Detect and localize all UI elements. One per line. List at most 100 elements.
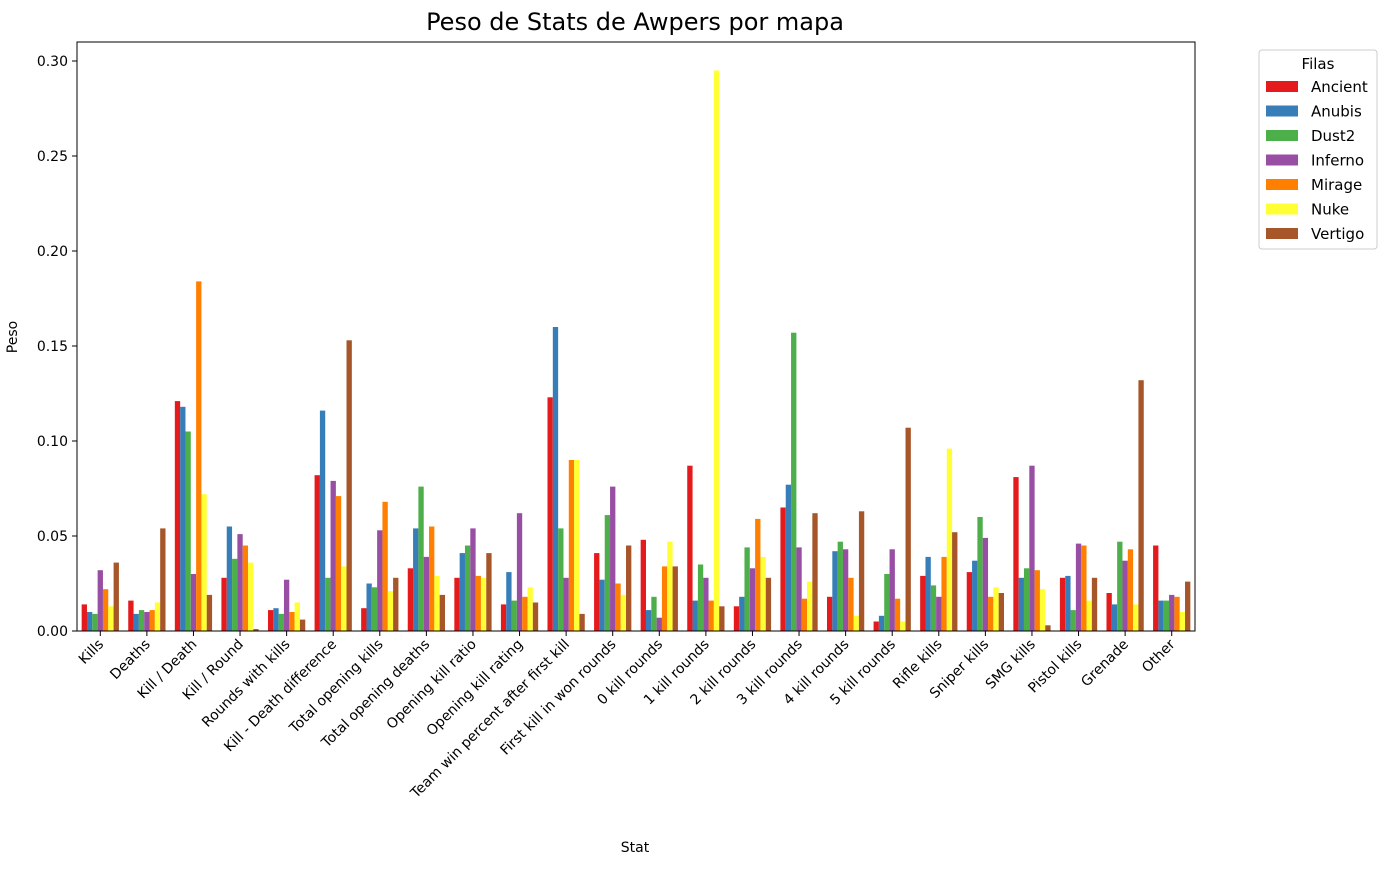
bar-nuke-17 bbox=[900, 621, 906, 631]
bar-anubis-23 bbox=[1158, 600, 1164, 631]
bar-anubis-21 bbox=[1065, 575, 1071, 631]
bar-mirage-2 bbox=[196, 281, 202, 631]
x-tick-label: Rounds with kills bbox=[199, 637, 293, 731]
bar-inferno-4 bbox=[283, 579, 290, 631]
bar-anubis-9 bbox=[506, 572, 512, 631]
bar-ancient-21 bbox=[1059, 577, 1066, 631]
x-tick-label: Opening kill ratio bbox=[384, 637, 480, 733]
bar-ancient-14 bbox=[733, 606, 740, 631]
bar-ancient-3 bbox=[221, 577, 227, 631]
bar-vertigo-22 bbox=[1138, 380, 1144, 631]
bar-anubis-5 bbox=[319, 410, 326, 631]
bar-mirage-4 bbox=[289, 612, 295, 631]
bar-mirage-0 bbox=[102, 589, 109, 631]
bar-nuke-9 bbox=[527, 587, 533, 631]
bar-mirage-16 bbox=[848, 577, 854, 631]
bar-vertigo-1 bbox=[160, 528, 166, 631]
bar-ancient-1 bbox=[128, 600, 134, 631]
legend-swatch-nuke bbox=[1266, 203, 1298, 215]
x-axis-label: Stat bbox=[621, 840, 650, 856]
bar-ancient-5 bbox=[314, 475, 320, 631]
bar-anubis-15 bbox=[785, 484, 792, 631]
bar-anubis-18 bbox=[925, 556, 931, 631]
bar-ancient-9 bbox=[500, 604, 507, 631]
bar-dust2-11 bbox=[604, 515, 611, 631]
legend-swatch-anubis bbox=[1266, 105, 1298, 117]
bar-ancient-2 bbox=[174, 401, 181, 631]
bar-nuke-0 bbox=[108, 606, 114, 631]
bar-dust2-22 bbox=[1117, 541, 1123, 631]
bar-vertigo-11 bbox=[626, 545, 632, 631]
legend: Filas Ancient Anubis Dust2 Inferno Mirage Nuk… bbox=[1258, 49, 1378, 250]
bar-dust2-1 bbox=[138, 610, 145, 631]
bar-anubis-17 bbox=[878, 615, 885, 631]
bar-dust2-8 bbox=[464, 545, 471, 631]
bar-ancient-4 bbox=[267, 610, 274, 631]
y-tick-label: 0.10 bbox=[37, 434, 68, 450]
bar-vertigo-13 bbox=[719, 606, 725, 631]
bar-inferno-1 bbox=[144, 612, 150, 631]
legend-items: Ancient Anubis Dust2 Inferno Mirage Nuke Verti… bbox=[1266, 78, 1368, 243]
bar-vertigo-17 bbox=[905, 427, 911, 631]
legend-title: Filas bbox=[1302, 55, 1335, 73]
bar-inferno-3 bbox=[237, 534, 243, 631]
bar-anubis-16 bbox=[832, 551, 838, 631]
bar-anubis-11 bbox=[599, 579, 605, 631]
bar-ancient-16 bbox=[826, 596, 833, 631]
legend-label-dust2: Dust2 bbox=[1311, 127, 1355, 145]
bar-inferno-15 bbox=[796, 547, 802, 631]
bar-inferno-11 bbox=[610, 486, 616, 631]
bar-ancient-18 bbox=[920, 575, 926, 631]
bar-inferno-22 bbox=[1122, 560, 1128, 631]
legend-swatch-vertigo bbox=[1266, 228, 1298, 239]
legend-box bbox=[1258, 49, 1378, 250]
bar-nuke-15 bbox=[807, 581, 813, 631]
x-tick-label: Grenade bbox=[1078, 637, 1132, 691]
bar-nuke-8 bbox=[480, 577, 487, 631]
bar-mirage-1 bbox=[149, 610, 155, 631]
bar-vertigo-20 bbox=[1045, 625, 1051, 631]
y-tick-label: 0.20 bbox=[37, 244, 68, 260]
bar-dust2-10 bbox=[558, 528, 564, 631]
bar-dust2-21 bbox=[1070, 610, 1076, 631]
bar-inferno-6 bbox=[377, 530, 383, 631]
bar-dust2-5 bbox=[325, 577, 331, 631]
bar-mirage-18 bbox=[941, 556, 947, 631]
plot-frame bbox=[76, 41, 1196, 632]
bar-vertigo-12 bbox=[672, 566, 678, 631]
bar-ancient-10 bbox=[547, 397, 553, 631]
bar-inferno-7 bbox=[423, 556, 430, 631]
bar-inferno-13 bbox=[703, 577, 709, 631]
y-axis: 0.00 0.05 0.10 0.15 0.20 0.25 0.30 bbox=[37, 54, 77, 640]
bar-nuke-6 bbox=[387, 591, 394, 631]
bar-mirage-19 bbox=[988, 596, 994, 631]
bar-inferno-0 bbox=[97, 570, 103, 631]
legend-label-anubis: Anubis bbox=[1311, 103, 1362, 121]
bar-dust2-16 bbox=[837, 541, 843, 631]
bar-nuke-13 bbox=[713, 70, 720, 631]
legend-label-nuke: Nuke bbox=[1311, 201, 1349, 219]
bar-mirage-13 bbox=[708, 600, 714, 631]
bar-inferno-5 bbox=[330, 480, 336, 631]
y-tick-label: 0.05 bbox=[37, 529, 68, 545]
legend-label-vertigo: Vertigo bbox=[1311, 225, 1364, 243]
bar-ancient-8 bbox=[454, 577, 460, 631]
bar-mirage-23 bbox=[1174, 596, 1180, 631]
bar-ancient-23 bbox=[1153, 545, 1159, 631]
bar-nuke-23 bbox=[1179, 612, 1186, 631]
bar-inferno-18 bbox=[936, 596, 942, 631]
bar-anubis-14 bbox=[739, 596, 745, 631]
bar-vertigo-23 bbox=[1185, 581, 1191, 631]
bar-dust2-4 bbox=[278, 613, 284, 631]
y-axis-label: Peso bbox=[5, 321, 21, 353]
chart-title: Peso de Stats de Awpers por mapa bbox=[426, 8, 844, 36]
bar-dust2-20 bbox=[1023, 568, 1030, 631]
bar-vertigo-18 bbox=[952, 532, 958, 631]
bar-mirage-9 bbox=[522, 596, 528, 631]
bar-anubis-7 bbox=[413, 528, 419, 631]
bar-nuke-11 bbox=[620, 594, 627, 631]
bar-nuke-18 bbox=[946, 448, 953, 631]
bar-anubis-12 bbox=[645, 610, 652, 631]
bar-ancient-13 bbox=[687, 465, 693, 631]
bar-ancient-7 bbox=[407, 568, 414, 631]
